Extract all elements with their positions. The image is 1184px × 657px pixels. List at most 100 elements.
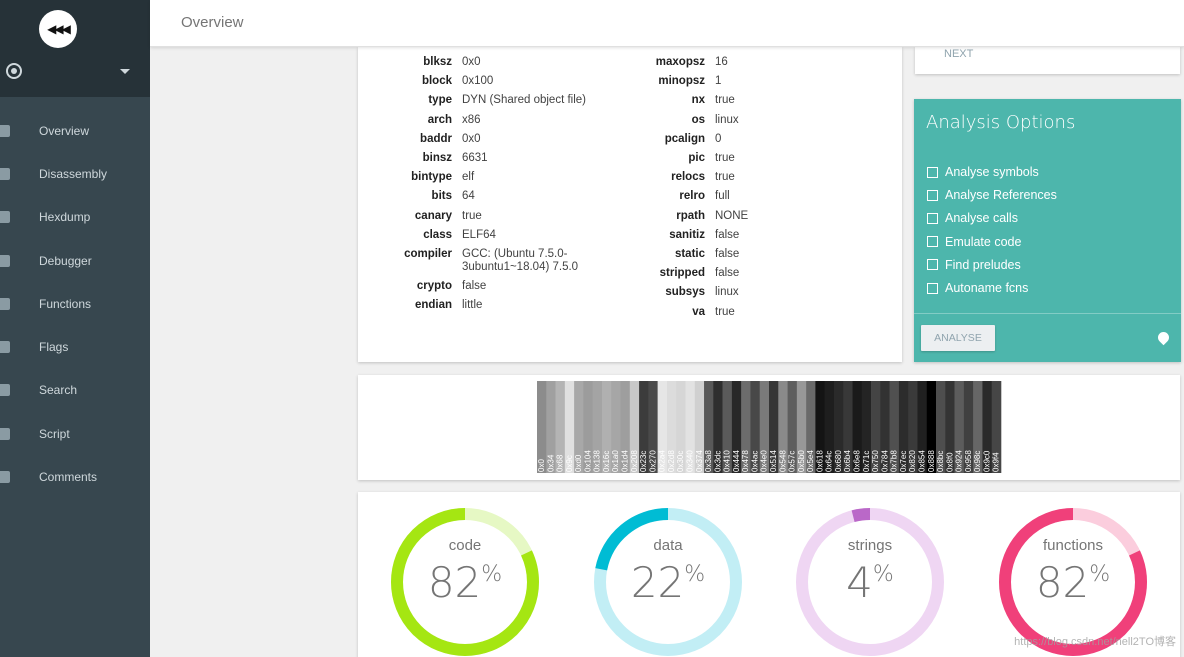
entropy-block[interactable] [592, 381, 603, 473]
sidebar-item-script[interactable]: Script [0, 412, 150, 455]
chevron-down-icon[interactable] [120, 69, 130, 74]
option-checkbox[interactable]: Emulate code [927, 235, 1021, 249]
entropy-block[interactable] [694, 381, 705, 473]
info-row-va: va true [618, 303, 898, 322]
checkbox[interactable] [927, 189, 938, 201]
entropy-block[interactable] [796, 381, 807, 473]
menu-icon [0, 297, 10, 310]
checkbox[interactable] [927, 236, 938, 248]
sidebar-item-hexdump[interactable]: Hexdump [0, 196, 150, 239]
entropy-block[interactable] [713, 381, 723, 473]
entropy-block[interactable] [945, 381, 955, 473]
entropy-block[interactable] [546, 381, 556, 473]
entropy-block[interactable] [908, 381, 918, 473]
entropy-block[interactable] [611, 381, 621, 473]
entropy-block[interactable] [555, 381, 566, 473]
entropy-label: 0x7b8 [890, 450, 899, 472]
watermark: https://blog.csdn.net/nell2TO博客 [1014, 636, 1176, 648]
gauge-ring [391, 508, 539, 656]
entropy-label: 0x98c [973, 451, 982, 472]
entropy-block[interactable] [778, 381, 788, 473]
info-key: canary [414, 209, 452, 222]
sidebar-item-flags[interactable]: Flags [0, 325, 150, 368]
entropy-block[interactable] [629, 381, 640, 473]
gauge-arc [999, 508, 1147, 656]
sidebar-item-debugger[interactable]: Debugger [0, 239, 150, 282]
entropy-label: 0x9f4 [992, 452, 1001, 472]
entropy-block[interactable] [750, 381, 761, 473]
entropy-block[interactable] [537, 381, 547, 473]
entropy-block[interactable] [852, 381, 863, 473]
checkbox[interactable] [927, 166, 938, 178]
checkbox[interactable] [927, 212, 938, 224]
entropy-block[interactable] [806, 381, 816, 473]
option-checkbox[interactable]: Find preludes [927, 258, 1021, 272]
entropy-block[interactable] [991, 381, 1002, 473]
entropy-label: 0x9c [565, 455, 574, 472]
sidebar-item-overview[interactable]: Overview [0, 109, 150, 152]
location-pin-icon[interactable] [1155, 329, 1172, 346]
next-button[interactable]: NEXT [944, 48, 974, 60]
entropy-block[interactable] [722, 381, 733, 473]
entropy-block[interactable] [657, 381, 668, 473]
entropy-block[interactable] [601, 381, 612, 473]
entropy-block[interactable] [982, 381, 993, 473]
entropy-block[interactable] [564, 381, 575, 473]
gauge-value: 82% [997, 558, 1149, 607]
option-checkbox[interactable]: Analyse References [927, 188, 1057, 202]
entropy-block[interactable] [648, 381, 658, 473]
entropy-block[interactable] [583, 381, 593, 473]
entropy-block[interactable] [871, 381, 881, 473]
entropy-block[interactable] [685, 381, 696, 473]
entropy-block[interactable] [889, 381, 900, 473]
sidebar-item-disassembly[interactable]: Disassembly [0, 152, 150, 195]
entropy-block[interactable] [815, 381, 825, 473]
option-checkbox[interactable]: Analyse symbols [927, 165, 1039, 179]
entropy-block[interactable] [954, 381, 965, 473]
entropy-block[interactable] [787, 381, 798, 473]
checkbox[interactable] [927, 259, 938, 271]
info-value: 1 [715, 75, 722, 88]
analyse-button[interactable]: ANALYSE [921, 325, 995, 351]
app-logo[interactable]: ◀◀◀ [39, 10, 77, 48]
entropy-block[interactable] [769, 381, 779, 473]
entropy-block[interactable] [936, 381, 946, 473]
entropy-block[interactable] [704, 381, 714, 473]
entropy-block[interactable] [620, 381, 631, 473]
entropy-block[interactable] [759, 381, 770, 473]
entropy-label: 0x30c [676, 451, 685, 472]
entropy-block[interactable] [824, 381, 835, 473]
sidebar-item-label: Search [39, 383, 78, 398]
entropy-block[interactable] [898, 381, 909, 473]
entropy-block[interactable] [973, 381, 983, 473]
entropy-block[interactable] [666, 381, 677, 473]
entropy-block[interactable] [741, 381, 751, 473]
entropy-block[interactable] [639, 381, 649, 473]
sidebar-item-functions[interactable]: Functions [0, 282, 150, 325]
info-row-relocs: relocs true [618, 168, 898, 187]
sidebar-item-comments[interactable]: Comments [0, 455, 150, 498]
entropy-label: 0x68 [556, 454, 565, 472]
gauge-arc [391, 508, 539, 656]
entropy-block[interactable] [917, 381, 928, 473]
sidebar: ◀◀◀ Overview Disassembly Hexdump Debugger Fu… [0, 0, 150, 657]
info-row-bits: bits 64 [358, 187, 638, 206]
entropy-block[interactable] [833, 381, 844, 473]
sidebar-item-search[interactable]: Search [0, 369, 150, 412]
entropy-block[interactable] [926, 381, 937, 473]
info-row-class: class ELF64 [358, 226, 638, 245]
info-value: true [715, 171, 735, 184]
checkbox[interactable] [927, 282, 938, 294]
entropy-label: 0x2a4 [658, 450, 667, 472]
option-checkbox[interactable]: Analyse calls [927, 211, 1018, 225]
target-icon[interactable] [6, 63, 22, 79]
entropy-block[interactable] [861, 381, 872, 473]
entropy-block[interactable] [676, 381, 686, 473]
percent-sign: % [1089, 562, 1111, 587]
option-checkbox[interactable]: Autoname fcns [927, 281, 1028, 295]
entropy-block[interactable] [731, 381, 742, 473]
entropy-block[interactable] [880, 381, 890, 473]
entropy-block[interactable] [574, 381, 584, 473]
entropy-block[interactable] [963, 381, 974, 473]
entropy-block[interactable] [843, 381, 853, 473]
